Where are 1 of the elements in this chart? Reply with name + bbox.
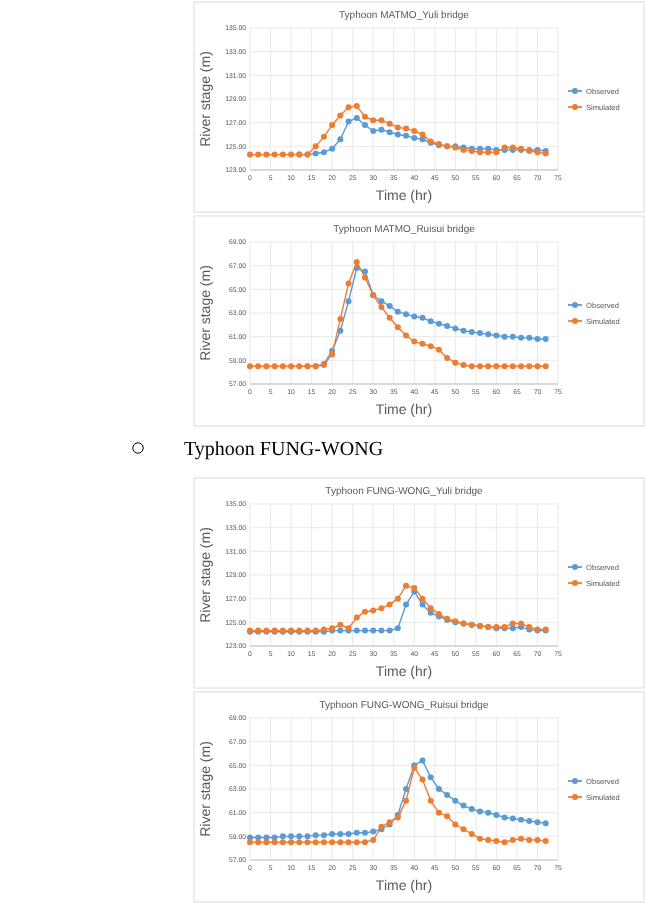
text: Typhoon FUNG-WONG	[184, 439, 384, 461]
